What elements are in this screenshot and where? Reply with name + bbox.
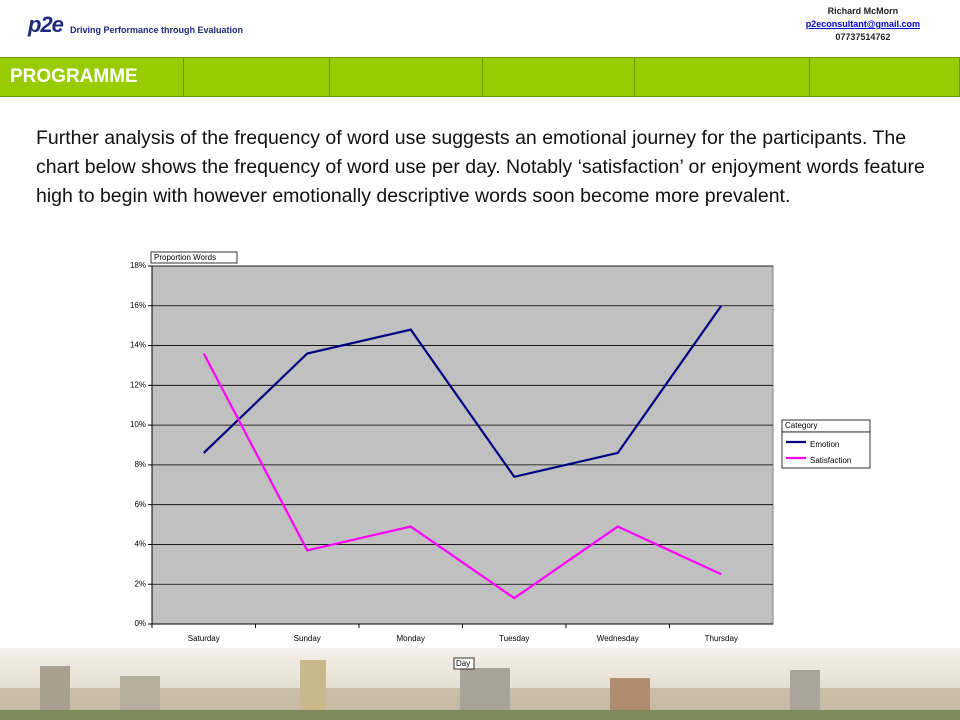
nav-bar: PROGRAMME — [0, 57, 960, 97]
x-tick-label: Saturday — [188, 634, 220, 643]
contact-name: Richard McMorn — [827, 6, 899, 16]
skyline — [0, 648, 960, 720]
y-tick-label: 12% — [130, 380, 146, 389]
contact-phone: 07737514762 — [835, 32, 891, 42]
y-tick-label: 10% — [130, 420, 146, 429]
x-tick-label: Tuesday — [499, 634, 529, 643]
x-tick-label: Monday — [397, 634, 425, 643]
x-tick-label: Wednesday — [597, 634, 639, 643]
nav-title[interactable]: PROGRAMME — [0, 58, 184, 96]
y-tick-label: 4% — [134, 540, 146, 549]
y-tick-label: 18% — [130, 261, 146, 270]
nav-cell[interactable] — [183, 58, 330, 96]
legend-label: Emotion — [810, 440, 839, 449]
y-axis-label: Proportion Words — [154, 253, 216, 262]
line-series — [202, 305, 723, 479]
logo: p2e — [28, 12, 64, 37]
tagline: Driving Performance through Evaluation — [70, 25, 244, 35]
y-tick-label: 0% — [134, 619, 146, 628]
y-tick-label: 14% — [130, 341, 146, 350]
y-tick-label: 16% — [130, 301, 146, 310]
x-tick-label: Thursday — [705, 634, 738, 643]
nav-cell[interactable] — [482, 58, 636, 96]
legend-title-box — [781, 419, 871, 433]
y-tick-label: 8% — [134, 460, 146, 469]
nav-cell[interactable] — [635, 58, 811, 96]
paragraph: Further analysis of the frequency of wor… — [36, 127, 925, 207]
x-tick-label: Sunday — [294, 634, 321, 643]
legend-box — [781, 431, 871, 469]
y-tick-label: 2% — [134, 579, 146, 588]
contact-email[interactable]: p2econsultant@gmail.com — [805, 19, 920, 29]
y-label-box — [150, 251, 238, 264]
legend-label: Satisfaction — [810, 456, 851, 465]
contact: Richard McMorn p2econsultant@gmail.com 0… — [806, 5, 920, 44]
legend-title: Category — [785, 421, 817, 430]
plot-area — [151, 265, 774, 625]
line-series — [202, 352, 722, 600]
nav-cell[interactable] — [329, 58, 483, 96]
nav-cell[interactable] — [810, 58, 960, 96]
y-tick-label: 6% — [134, 500, 146, 509]
